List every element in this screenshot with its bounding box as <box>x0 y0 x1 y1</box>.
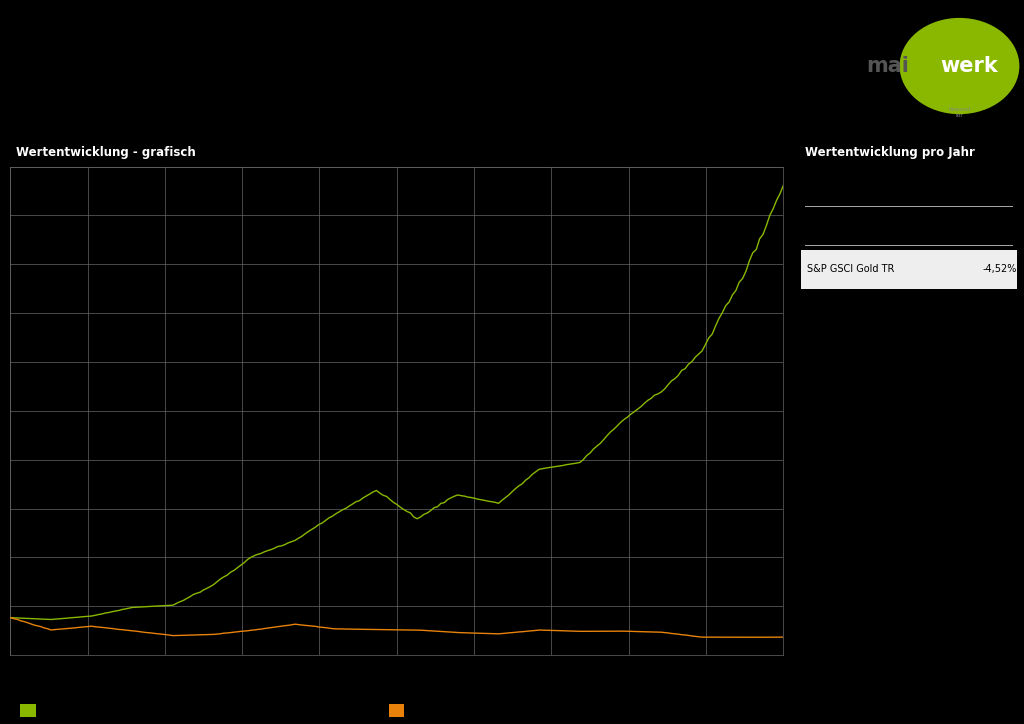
Ellipse shape <box>900 18 1020 114</box>
Text: bewusst
for: bewusst for <box>948 107 971 118</box>
Text: -4,52%: -4,52% <box>983 264 1017 274</box>
Text: S&P GSCI Gold TR: S&P GSCI Gold TR <box>807 264 895 274</box>
Bar <box>801 250 1017 289</box>
Text: Wertentwicklung - grafisch: Wertentwicklung - grafisch <box>16 146 197 159</box>
Text: werk: werk <box>940 56 997 76</box>
Text: mai: mai <box>866 56 909 76</box>
Text: Wertentwicklung pro Jahr: Wertentwicklung pro Jahr <box>805 146 975 159</box>
